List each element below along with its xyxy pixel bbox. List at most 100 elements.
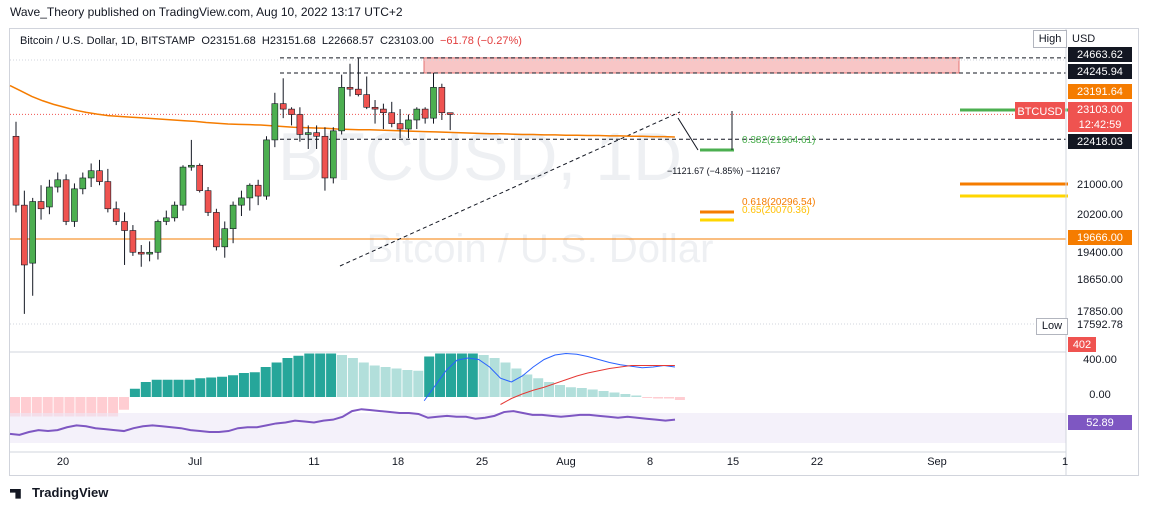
macd-histogram-bar [315, 353, 326, 397]
tradingview-icon [10, 488, 21, 499]
macd-histogram-bar [598, 391, 609, 397]
price-axis-label: 17850.00 [1077, 306, 1123, 318]
time-axis-label: Sep [927, 456, 947, 468]
time-axis-label: Aug [556, 456, 576, 468]
candle-body [188, 164, 195, 168]
price-axis-label: 18650.00 [1077, 274, 1123, 286]
symbol-name[interactable]: Bitcoin / U.S. Dollar, 1D, BITSTAMP [20, 35, 196, 47]
time-axis-label: 25 [476, 456, 488, 468]
candle-body [221, 228, 229, 248]
macd-histogram-bar [304, 353, 315, 397]
macd-histogram-bar [424, 356, 435, 397]
macd-histogram-bar [10, 397, 20, 417]
macd-histogram-bar [282, 358, 293, 397]
price-axis-label: 22418.03 [1077, 136, 1123, 148]
macd-histogram-bar [620, 394, 631, 397]
macd-histogram-bar [544, 382, 555, 397]
price-axis-label: 19666.00 [1077, 232, 1123, 244]
macd-histogram-bar [587, 389, 598, 397]
candle-body [238, 197, 245, 206]
candle-body [204, 190, 212, 213]
candle-body [146, 251, 153, 255]
candle-body [96, 170, 103, 182]
price-axis-tag [1068, 117, 1132, 132]
candle-body [12, 135, 20, 206]
macd-histogram-bar [446, 353, 456, 397]
macd-histogram-bar [565, 387, 576, 397]
macd-histogram-bar [249, 372, 260, 397]
watermark-ticker: BTCUSD, 1D [278, 119, 682, 195]
macd-histogram-bar [380, 367, 391, 397]
macd-histogram-bar [206, 377, 217, 397]
price-axis-label: 23103.00 [1077, 104, 1123, 116]
price-axis-label: 17592.78 [1077, 319, 1123, 331]
macd-histogram-bar [609, 392, 620, 397]
watermark-name: Bitcoin / U.S. Dollar [367, 227, 714, 271]
time-axis-label: 18 [392, 456, 404, 468]
macd-histogram-bar [369, 365, 380, 397]
time-axis-label: 1 [1062, 456, 1068, 468]
price-axis-label: 402 [1073, 339, 1091, 351]
macd-histogram-bar [129, 388, 140, 397]
candle-body [338, 87, 345, 132]
candle-body [396, 123, 404, 130]
price-axis-tag [1068, 230, 1132, 245]
btcusd-tag: BTCUSD [1017, 106, 1062, 118]
macd-histogram-bar [522, 374, 533, 397]
candle-body [271, 103, 279, 141]
macd-histogram-bar [435, 353, 446, 397]
candle-body [46, 186, 53, 208]
price-axis-label: 23191.64 [1077, 86, 1123, 98]
price-axis-label: 20200.00 [1077, 209, 1123, 221]
trendline [339, 111, 681, 267]
macd-histogram-bar [533, 378, 544, 397]
candle-body [363, 94, 371, 108]
ohlc-close: C23103.00 [380, 35, 434, 47]
price-axis-tag [1068, 64, 1132, 79]
rsi-band [10, 413, 1066, 443]
candle-body [229, 204, 237, 230]
macd-histogram-bar [86, 397, 97, 417]
currency-label[interactable]: USD [1072, 33, 1096, 45]
candle-body [279, 103, 287, 110]
tradingview-logo[interactable]: TradingView [10, 485, 108, 500]
price-axis-tag [1068, 134, 1132, 149]
candle-body [346, 87, 354, 90]
candle-body [196, 164, 203, 191]
macd-histogram-bar [347, 358, 358, 397]
candle-body [405, 119, 412, 130]
macd-histogram-bar [413, 370, 424, 397]
fib-label: 0.618(20296.54) [742, 197, 815, 208]
macd-histogram-bar [489, 358, 500, 397]
candle-body [163, 217, 170, 222]
macd-histogram-bar [664, 397, 674, 399]
btcusd-tag-bg [1015, 102, 1065, 119]
macd-histogram-bar [358, 362, 369, 397]
ohlc-low: L22668.57 [321, 35, 374, 47]
candle-body [355, 88, 362, 95]
candle-body [213, 212, 220, 248]
candle-body [54, 179, 62, 188]
time-axis-label: Jul [188, 456, 202, 468]
macd-histogram-bar [217, 376, 228, 397]
candle-body [254, 184, 262, 197]
price-axis-label: 24663.62 [1077, 49, 1123, 61]
time-axis-label: 20 [57, 456, 69, 468]
time-axis-label: 22 [811, 456, 823, 468]
price-axis-label: 19400.00 [1077, 247, 1123, 259]
macd-histogram-bar [674, 397, 685, 400]
price-axis-tag [1068, 102, 1132, 117]
signal-line [500, 365, 675, 405]
publisher-line: Wave_Theory published on TradingView.com… [10, 5, 403, 19]
candle-body [304, 132, 312, 135]
high-label[interactable]: High [1033, 30, 1067, 48]
candle-body [121, 221, 128, 231]
candle-body [329, 130, 337, 179]
low-label[interactable]: Low [1036, 318, 1068, 335]
time-axis-label: 11 [308, 456, 319, 468]
resistance-zone [423, 57, 960, 74]
macd-histogram-bar [42, 397, 53, 417]
chart-frame [9, 28, 1139, 476]
macd-histogram-bar [184, 379, 195, 397]
